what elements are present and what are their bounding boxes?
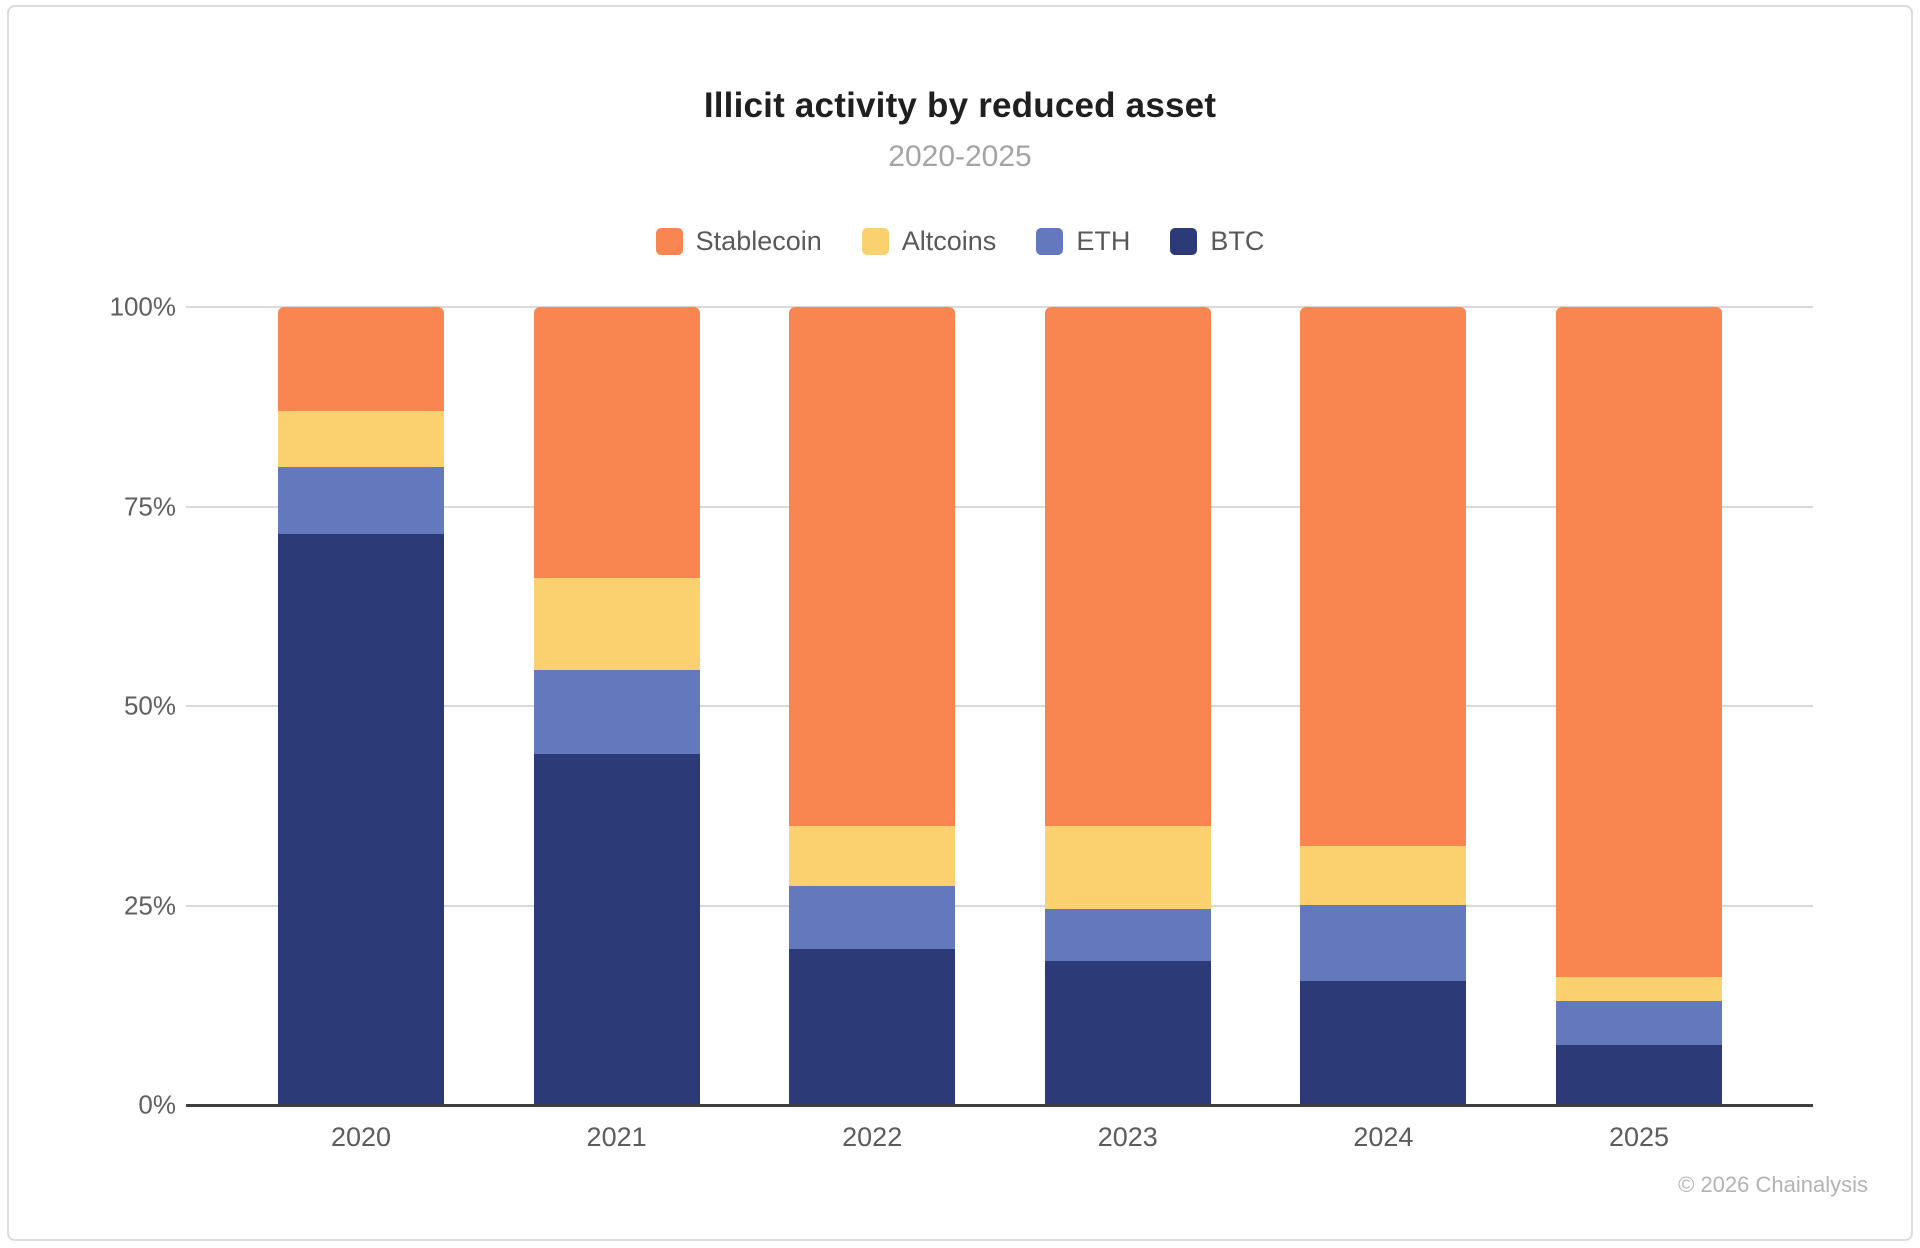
legend: Stablecoin Altcoins ETH BTC xyxy=(0,226,1920,257)
bar-segment-2025-altcoins xyxy=(1556,977,1722,1002)
bar-segment-2022-stablecoin xyxy=(789,307,956,826)
bar-2020 xyxy=(278,307,444,1105)
legend-swatch-icon xyxy=(655,228,683,255)
y-axis-label-100: 100% xyxy=(109,291,177,322)
bar-segment-2021-eth xyxy=(533,670,700,754)
bar-segment-2022-altcoins xyxy=(789,825,956,886)
gridline-100 xyxy=(186,306,1813,308)
bar-2021 xyxy=(533,307,700,1105)
legend-label: Stablecoin xyxy=(695,226,822,256)
bar-2024 xyxy=(1300,307,1467,1105)
bar-segment-2020-btc xyxy=(278,534,444,1105)
bar-2023 xyxy=(1044,307,1211,1105)
chart-subtitle: 2020-2025 xyxy=(888,140,1032,173)
bar-segment-2021-btc xyxy=(533,753,700,1105)
bar-segment-2024-eth xyxy=(1300,905,1467,982)
x-axis-label-2022: 2022 xyxy=(842,1122,903,1152)
legend-label: BTC xyxy=(1210,226,1265,256)
legend-swatch-icon xyxy=(1036,228,1064,255)
bar-segment-2022-btc xyxy=(789,949,956,1105)
x-axis-label-2024: 2024 xyxy=(1353,1122,1414,1152)
legend-label: ETH xyxy=(1076,226,1131,256)
bar-segment-2020-altcoins xyxy=(278,410,444,467)
bar-segment-2021-altcoins xyxy=(533,578,700,671)
bar-segment-2025-btc xyxy=(1556,1045,1722,1105)
y-axis-label-0: 0% xyxy=(138,1089,176,1120)
bar-segment-2025-stablecoin xyxy=(1556,307,1722,978)
x-axis-label-2023: 2023 xyxy=(1097,1122,1158,1152)
bar-segment-2023-eth xyxy=(1044,909,1211,962)
gridline-75 xyxy=(186,505,1813,508)
bar-segment-2022-eth xyxy=(789,885,956,950)
gridline-25 xyxy=(186,904,1813,907)
chart-title: Illicit activity by reduced asset xyxy=(703,86,1217,125)
gridline-50 xyxy=(186,705,1813,707)
legend-swatch-icon xyxy=(861,228,889,255)
bar-segment-2023-stablecoin xyxy=(1044,307,1211,826)
bar-2025 xyxy=(1556,307,1722,1105)
y-axis-label-75: 75% xyxy=(123,491,176,521)
legend-label: Altcoins xyxy=(901,226,997,256)
x-axis-label-2020: 2020 xyxy=(330,1122,392,1152)
y-axis-label-50: 50% xyxy=(123,690,176,721)
bar-segment-2023-altcoins xyxy=(1044,825,1211,910)
legend-item-btc: BTC xyxy=(1170,226,1264,257)
bar-2022 xyxy=(789,307,956,1105)
bar-segment-2021-stablecoin xyxy=(533,307,700,579)
legend-item-altcoins: Altcoins xyxy=(861,226,997,257)
bar-segment-2024-stablecoin xyxy=(1300,307,1467,846)
y-axis-label-25: 25% xyxy=(123,890,176,920)
x-axis-baseline xyxy=(186,1104,1813,1107)
bar-segment-2023-btc xyxy=(1044,961,1211,1105)
x-axis-label-2025: 2025 xyxy=(1608,1122,1670,1152)
bar-segment-2020-eth xyxy=(278,466,444,535)
copyright-attribution: © 2026 Chainalysis xyxy=(1678,1172,1868,1197)
legend-item-eth: ETH xyxy=(1036,226,1130,257)
bar-segment-2025-eth xyxy=(1556,1001,1722,1046)
legend-swatch-icon xyxy=(1170,228,1198,255)
bar-segment-2024-altcoins xyxy=(1300,845,1467,906)
legend-item-stablecoin: Stablecoin xyxy=(655,226,822,257)
bar-segment-2020-stablecoin xyxy=(278,307,444,411)
x-axis-label-2021: 2021 xyxy=(586,1122,647,1152)
bar-segment-2024-btc xyxy=(1300,981,1467,1105)
